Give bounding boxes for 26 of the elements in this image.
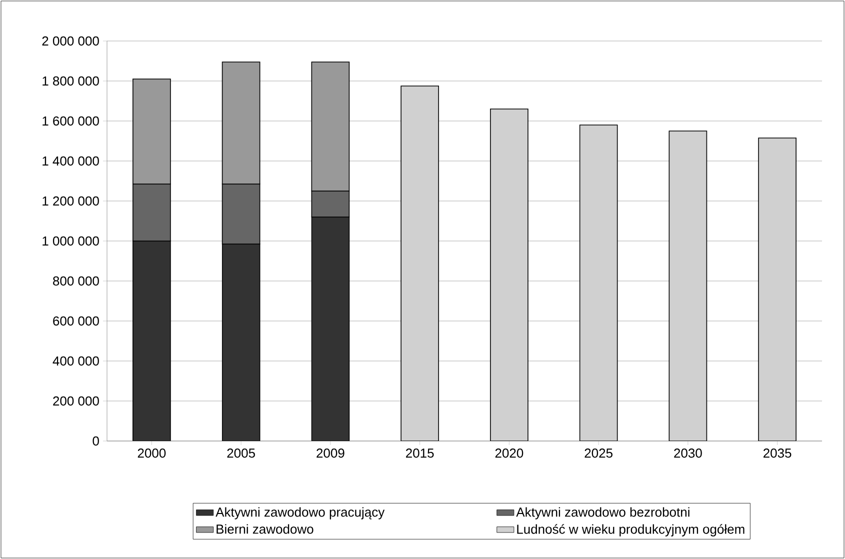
y-tick-label: 1 200 000 xyxy=(42,196,99,206)
legend-label: Ludność w wieku produkcyjnym ogółem xyxy=(517,524,744,536)
legend-label: Aktywni zawodowo pracujący xyxy=(216,507,385,520)
y-tick-label: 1 400 000 xyxy=(42,156,99,166)
legend-label: Aktywni zawodowo bezrobotni xyxy=(516,507,690,520)
bar xyxy=(579,124,618,441)
x-tick-label: 2000 xyxy=(138,448,166,458)
x-tick-label: 2025 xyxy=(584,448,612,458)
x-tick-label: 2005 xyxy=(227,448,255,458)
y-tick-label: 1 600 000 xyxy=(42,116,99,126)
x-tick-label: 2015 xyxy=(406,448,434,458)
y-tick-label: 1 000 000 xyxy=(42,236,99,246)
y-tick-label: 400 000 xyxy=(52,356,99,366)
y-tick-label: 600 000 xyxy=(53,316,99,326)
x-tick-label: 2030 xyxy=(674,448,702,458)
legend-label: Bierni zawodowo xyxy=(216,524,314,534)
y-tick-label: 200 000 xyxy=(53,396,99,406)
x-tick-label: 2035 xyxy=(764,448,792,458)
x-tick-label: 2009 xyxy=(316,448,344,458)
y-tick-label: 2 000 000 xyxy=(42,36,99,46)
y-tick-label: 800 000 xyxy=(53,276,99,286)
bar xyxy=(758,138,796,441)
x-tick-label: 2020 xyxy=(495,448,524,458)
y-tick-label: 1 800 000 xyxy=(42,76,99,86)
y-tick-label: 0 xyxy=(92,436,99,446)
bar xyxy=(668,130,708,441)
